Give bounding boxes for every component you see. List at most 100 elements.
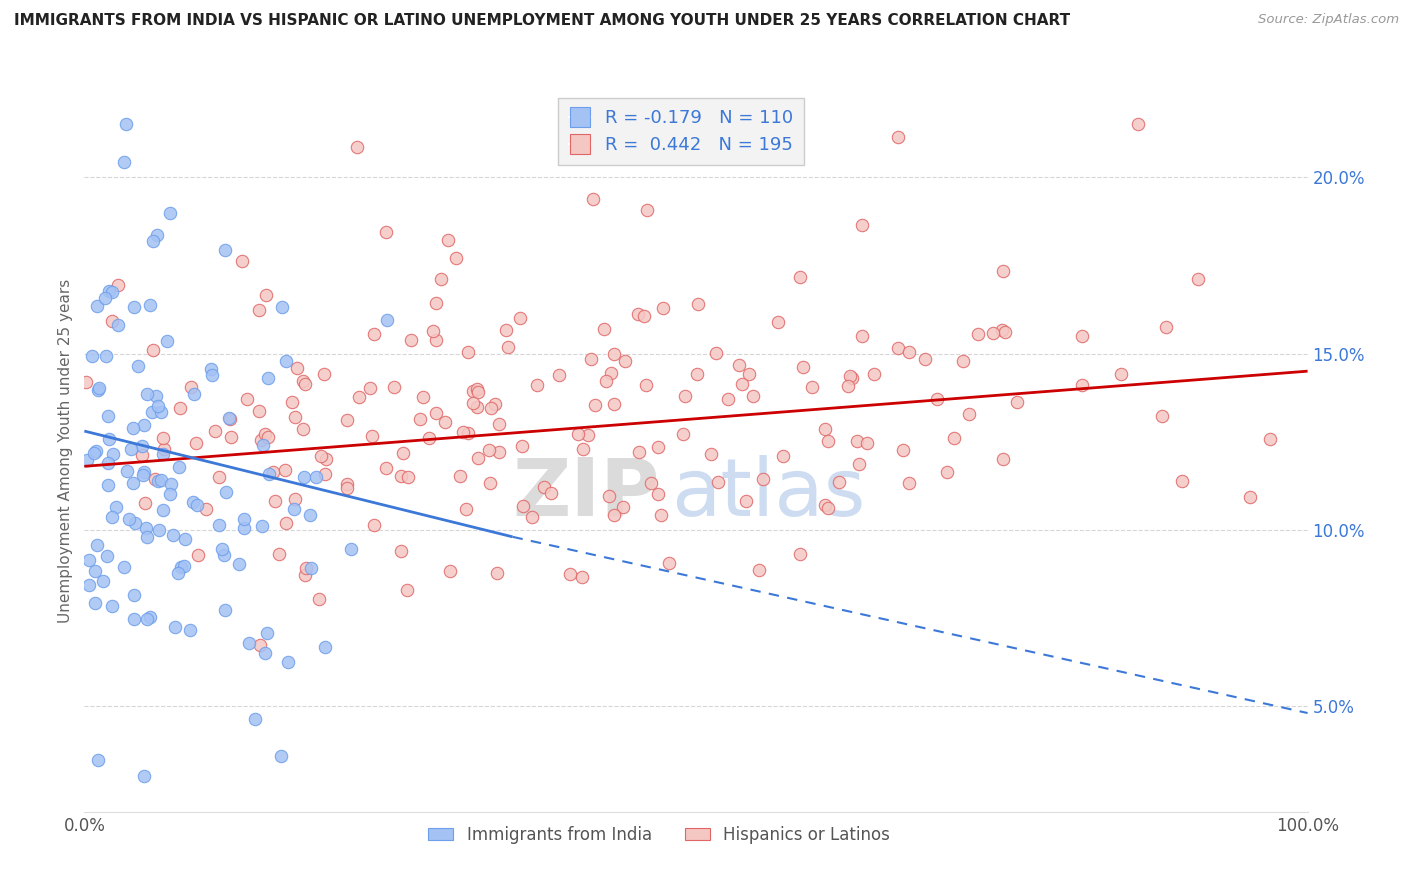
Point [96, 349, 118, 363]
Point [540, 485, 562, 500]
Point [86, 538, 108, 552]
Point [285, 360, 308, 375]
Point [254, 646, 277, 660]
Point [444, 251, 467, 265]
Point [136, 387, 159, 401]
Point [173, 558, 195, 573]
Point [768, 315, 790, 329]
Text: ZIP: ZIP [512, 455, 659, 533]
Point [612, 500, 634, 514]
Point [186, 498, 208, 512]
Point [284, 491, 307, 506]
Point [457, 425, 479, 440]
Point [97, 284, 120, 298]
Point [595, 374, 617, 388]
Point [957, 407, 980, 421]
Point [276, 354, 298, 368]
Point [633, 309, 655, 323]
Point [145, 389, 167, 403]
Point [299, 508, 322, 522]
Point [312, 367, 335, 381]
Point [83, 446, 105, 460]
Point [77, 578, 100, 592]
Point [219, 430, 242, 444]
Point [167, 566, 190, 580]
Point [347, 390, 370, 404]
Point [792, 360, 814, 375]
Point [636, 378, 658, 392]
Point [247, 404, 270, 418]
Point [142, 234, 165, 248]
Point [122, 300, 145, 314]
Point [107, 318, 129, 332]
Point [478, 443, 501, 458]
Point [274, 463, 297, 477]
Point [817, 434, 839, 449]
Point [149, 473, 172, 487]
Point [138, 298, 160, 312]
Point [510, 439, 533, 453]
Point [399, 333, 422, 347]
Point [262, 465, 284, 479]
Point [180, 380, 202, 394]
Point [814, 498, 837, 512]
Point [567, 427, 589, 442]
Point [84, 443, 107, 458]
Point [101, 599, 124, 613]
Point [156, 334, 179, 349]
Point [169, 401, 191, 415]
Point [103, 447, 125, 461]
Point [127, 359, 149, 374]
Point [150, 405, 173, 419]
Point [572, 442, 595, 456]
Point [851, 328, 873, 343]
Point [83, 564, 105, 578]
Point [520, 510, 543, 524]
Point [96, 549, 118, 563]
Point [983, 326, 1005, 340]
Point [706, 345, 728, 359]
Point [270, 300, 292, 314]
Point [215, 484, 238, 499]
Point [101, 509, 124, 524]
Point [146, 399, 169, 413]
Point [174, 533, 197, 547]
Point [270, 749, 292, 764]
Point [848, 457, 870, 471]
Point [465, 400, 488, 414]
Point [1154, 319, 1177, 334]
Point [159, 205, 181, 219]
Point [374, 225, 396, 239]
Point [1150, 409, 1173, 423]
Point [425, 295, 447, 310]
Point [479, 401, 502, 415]
Point [418, 431, 440, 445]
Point [363, 326, 385, 341]
Point [169, 460, 191, 475]
Point [467, 385, 489, 400]
Point [827, 475, 849, 490]
Point [82, 349, 104, 363]
Point [218, 410, 240, 425]
Point [212, 549, 235, 563]
Point [463, 384, 485, 398]
Point [496, 339, 519, 353]
Point [233, 521, 256, 535]
Point [76, 453, 98, 467]
Point [700, 447, 723, 461]
Point [817, 500, 839, 515]
Text: atlas: atlas [672, 455, 866, 533]
Point [131, 448, 153, 462]
Point [453, 425, 475, 439]
Point [412, 390, 434, 404]
Point [599, 366, 621, 380]
Point [603, 397, 626, 411]
Point [148, 523, 170, 537]
Point [252, 438, 274, 452]
Point [132, 467, 155, 482]
Point [336, 413, 359, 427]
Point [396, 583, 419, 598]
Point [583, 398, 606, 412]
Point [707, 475, 730, 489]
Point [647, 441, 669, 455]
